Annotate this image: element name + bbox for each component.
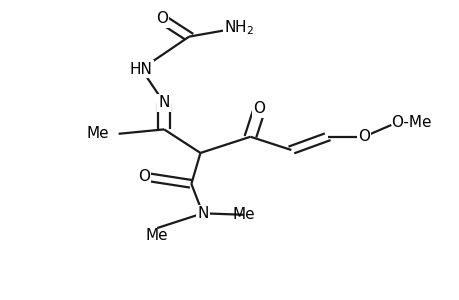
Text: O: O [156, 11, 168, 26]
Text: Me: Me [146, 228, 168, 243]
Text: HN: HN [129, 61, 152, 76]
Text: O: O [137, 169, 149, 184]
Text: NH$_2$: NH$_2$ [224, 19, 254, 37]
Text: Me: Me [232, 207, 254, 222]
Text: O: O [357, 129, 369, 144]
Text: Me: Me [87, 126, 109, 141]
Text: N: N [196, 206, 208, 221]
Text: O-Me: O-Me [391, 115, 431, 130]
Text: N: N [158, 95, 169, 110]
Text: O: O [253, 101, 265, 116]
